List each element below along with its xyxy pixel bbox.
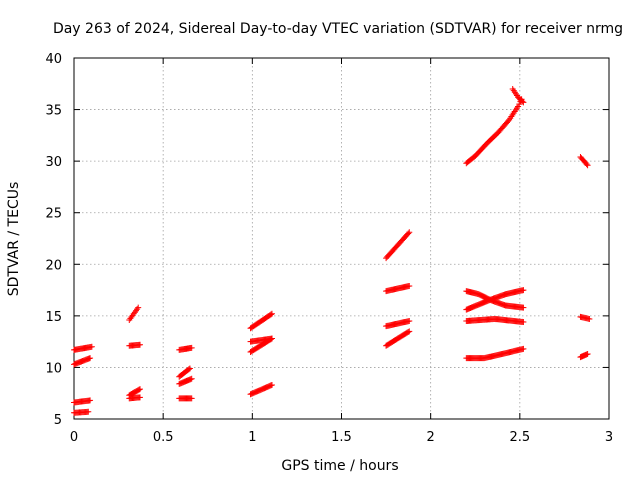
series-s08	[126, 394, 143, 402]
data-point	[406, 282, 413, 289]
x-tick-label: 2.5	[509, 430, 530, 445]
series-s04	[71, 408, 92, 416]
y-axis-label: SDTVAR / TECUs	[6, 182, 22, 297]
series-s16	[247, 381, 275, 398]
data-point	[87, 397, 94, 404]
series-s11	[176, 375, 195, 387]
data-point	[135, 304, 142, 311]
data-point	[268, 335, 275, 342]
series-s12	[176, 395, 195, 402]
series-s06	[126, 341, 143, 349]
y-tick-label: 40	[45, 52, 62, 67]
series-s07	[126, 386, 143, 399]
series-s29	[577, 351, 591, 361]
series-s21	[463, 96, 525, 167]
data-points	[71, 85, 593, 416]
data-point	[85, 408, 92, 415]
y-tick-label: 10	[45, 361, 62, 376]
data-point	[88, 343, 95, 350]
grid	[74, 58, 609, 419]
data-point	[519, 98, 526, 105]
data-point	[136, 386, 143, 393]
data-point	[584, 162, 591, 169]
x-tick-label: 1	[248, 430, 256, 445]
data-point	[135, 386, 142, 393]
series-s03	[71, 397, 94, 406]
data-point	[188, 344, 195, 351]
data-point	[583, 161, 590, 168]
data-point	[268, 310, 275, 317]
data-point	[584, 351, 591, 358]
data-point	[136, 341, 143, 348]
series-s02	[71, 355, 94, 368]
series-s19	[383, 318, 413, 330]
data-point	[267, 336, 274, 343]
series-s10	[176, 365, 193, 380]
data-point	[405, 328, 412, 335]
series-s05	[126, 304, 142, 323]
series-s01	[71, 343, 95, 353]
data-point	[185, 366, 192, 373]
series-s09	[176, 344, 195, 353]
data-point	[188, 375, 195, 382]
series-s15	[247, 335, 275, 355]
data-point	[186, 365, 193, 372]
data-point	[405, 230, 412, 237]
data-point	[406, 229, 413, 236]
series-s13	[247, 310, 275, 332]
x-tick-label: 1.5	[331, 430, 352, 445]
series-s28	[577, 313, 593, 322]
x-tick-label: 2	[427, 430, 435, 445]
data-point	[267, 311, 274, 318]
x-tick-label: 0	[70, 430, 78, 445]
x-tick-label: 0.5	[153, 430, 174, 445]
series-s22	[509, 85, 527, 106]
data-point	[188, 395, 195, 402]
y-tick-label: 5	[54, 413, 62, 428]
y-tick-label: 35	[45, 104, 62, 119]
data-point	[87, 355, 94, 362]
data-point	[520, 99, 527, 106]
x-tick-label: 3	[605, 430, 613, 445]
data-point	[406, 328, 413, 335]
series-s17	[383, 229, 413, 262]
data-point	[520, 304, 527, 311]
y-tick-label: 30	[45, 155, 62, 170]
data-point	[586, 315, 593, 322]
series-s24	[463, 287, 527, 313]
data-point	[520, 287, 527, 294]
data-point	[520, 345, 527, 352]
series-s25	[463, 315, 527, 326]
chart-title: Day 263 of 2024, Sidereal Day-to-day VTE…	[53, 21, 623, 37]
y-tick-label: 20	[45, 258, 62, 273]
y-tick-label: 15	[45, 310, 62, 325]
series-s27	[577, 154, 591, 169]
x-axis-label: GPS time / hours	[281, 458, 398, 474]
data-point	[520, 319, 527, 326]
y-tick-label: 25	[45, 207, 62, 222]
data-point	[406, 318, 413, 325]
series-s26	[463, 345, 527, 362]
data-point	[136, 394, 143, 401]
series-s20	[383, 328, 413, 349]
data-point	[268, 381, 275, 388]
series-s18	[383, 282, 413, 295]
